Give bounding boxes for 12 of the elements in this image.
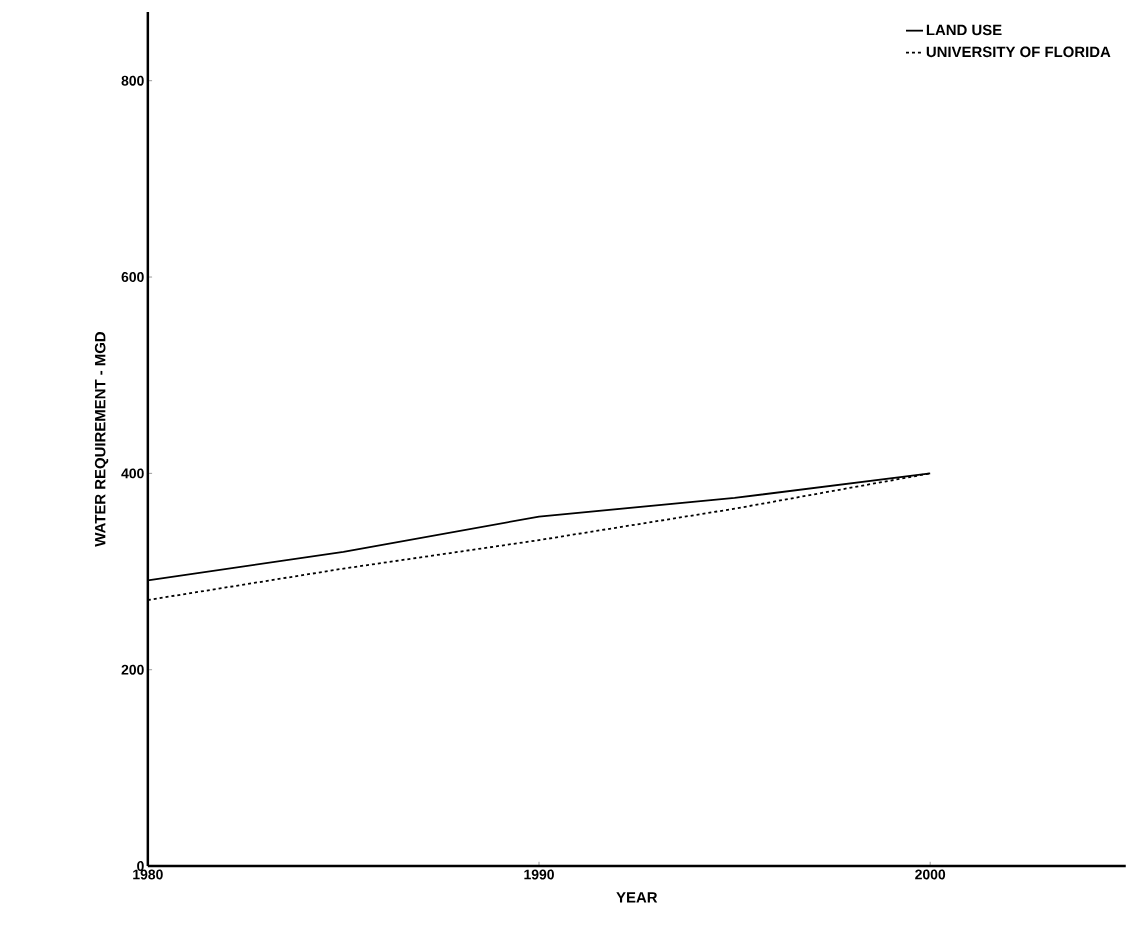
y-tick-label: 600: [121, 272, 144, 282]
x-tick-label: 1990: [524, 869, 554, 880]
y-tick-label: 800: [121, 75, 144, 86]
y-tick-label: 0: [137, 861, 144, 871]
y-axis-title: WATER REQUIREMENT - MGD: [94, 332, 109, 547]
legend-label: LAND USE: [926, 24, 1002, 36]
x-tick-label: 2000: [915, 869, 946, 880]
x-tick-label: 1980: [133, 869, 163, 880]
x-axis-title: YEAR: [616, 892, 658, 903]
y-tick-label: 400: [121, 468, 144, 479]
y-tick-label: 200: [121, 664, 144, 675]
legend-label: UNIVERSITY OF FLORIDA: [926, 46, 1111, 58]
